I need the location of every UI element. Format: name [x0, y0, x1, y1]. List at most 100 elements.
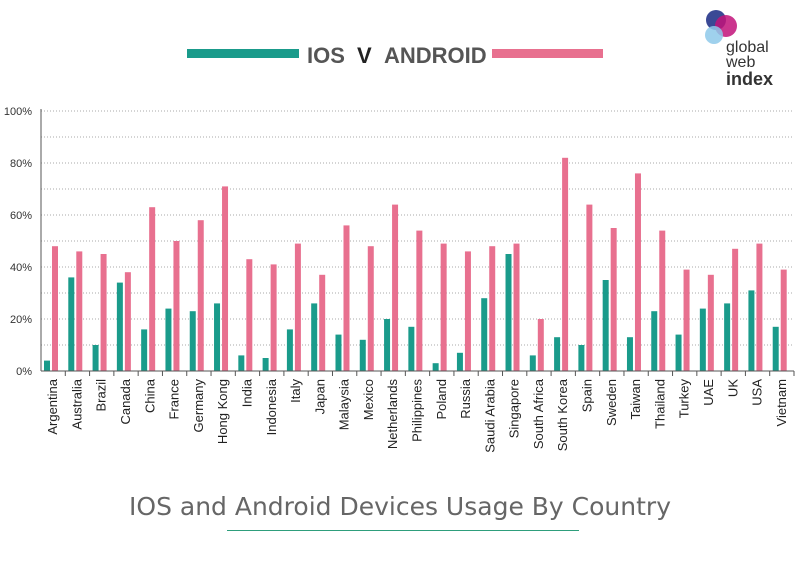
x-category-label: Vietnam: [774, 379, 789, 426]
logo-circles-icon: [705, 10, 737, 44]
x-category-label: Thailand: [652, 379, 667, 429]
y-tick-label: 20%: [10, 314, 32, 326]
bar-ios: [286, 329, 293, 371]
bar-android: [562, 157, 569, 371]
bar-android: [319, 274, 326, 371]
bar-ios: [141, 329, 148, 371]
bar-android: [149, 207, 156, 371]
bar-ios: [505, 254, 512, 371]
bar-ios: [772, 326, 779, 371]
bar-android: [489, 246, 496, 371]
x-category-label: UK: [725, 379, 740, 397]
bar-android: [52, 246, 58, 371]
y-tick-label: 80%: [10, 158, 32, 170]
logo-text-global: global: [726, 39, 769, 56]
legend-ios-label: IOS: [307, 43, 345, 68]
y-tick-label: 100%: [4, 106, 32, 118]
x-category-label: Taiwan: [628, 379, 643, 419]
legend-ios-swatch: [187, 49, 299, 58]
bar-android: [659, 230, 666, 371]
bar-android: [270, 264, 277, 371]
x-category-label: India: [239, 378, 254, 407]
bar-ios: [481, 298, 488, 371]
bar-android: [707, 274, 714, 371]
x-category-label: Philippines: [410, 379, 425, 442]
bar-android: [464, 251, 471, 371]
x-category-label: Poland: [434, 379, 449, 419]
x-axis: Argentina Australia Brazil Canada China Franc…: [41, 370, 795, 453]
x-category-label: Argentina: [45, 378, 60, 434]
bar-android: [343, 225, 350, 371]
x-category-label: Canada: [118, 378, 133, 424]
legend-android-label: ANDROID: [384, 43, 487, 68]
y-axis: 0% 20% 40% 60% 80% 100%: [4, 106, 42, 378]
bar-android: [780, 269, 787, 371]
x-category-label: Singapore: [507, 379, 522, 438]
bar-ios: [602, 280, 609, 371]
x-category-label: Netherlands: [385, 379, 400, 450]
bar-android: [173, 241, 180, 371]
bar-android: [124, 272, 131, 371]
bar-android: [683, 269, 690, 371]
x-category-label: USA: [750, 379, 765, 406]
legend-separator: V: [357, 43, 372, 68]
gridlines: [41, 110, 794, 346]
y-tick-label: 60%: [10, 210, 32, 222]
x-category-label: South Korea: [555, 378, 570, 451]
x-category-label: France: [167, 379, 182, 419]
bar-ios: [699, 308, 706, 371]
bar-android: [586, 204, 593, 371]
y-tick-label: 40%: [10, 262, 32, 274]
bar-android: [440, 243, 447, 371]
bar-ios: [189, 311, 196, 371]
x-category-label: UAE: [701, 379, 716, 406]
logo-text-index: index: [726, 69, 774, 89]
bar-ios: [44, 360, 50, 371]
bar-ios: [529, 355, 536, 371]
logo-text-web: web: [726, 54, 756, 71]
x-category-label: Australia: [69, 378, 84, 429]
x-category-label: Mexico: [361, 379, 376, 420]
bar-ios: [578, 345, 585, 371]
bar-ios: [311, 303, 318, 371]
bar-android: [197, 220, 204, 371]
bar-ios: [116, 282, 123, 371]
bar-android: [537, 319, 544, 371]
bar-ios: [554, 337, 561, 371]
y-tick-label: 0%: [16, 366, 32, 378]
chart-caption: IOS and Android Devices Usage By Country: [129, 492, 671, 521]
x-category-label: Germany: [191, 379, 206, 433]
x-category-label: Italy: [288, 379, 303, 403]
bar-android: [610, 228, 617, 371]
bar-ios: [651, 311, 658, 371]
bar-ios: [359, 339, 366, 371]
bar-android: [416, 230, 423, 371]
bar-ios: [165, 308, 172, 371]
bar-ios: [335, 334, 342, 371]
bar-android: [756, 243, 763, 371]
bar-ios: [456, 352, 463, 371]
bar-ios: [214, 303, 221, 371]
x-category-label: Malaysia: [337, 378, 352, 430]
bar-ios: [748, 290, 755, 371]
bar-android: [634, 173, 641, 371]
logo: global web index: [700, 10, 790, 90]
bar-ios: [626, 337, 633, 371]
bar-ios: [675, 334, 682, 371]
bar-ios: [262, 358, 269, 371]
x-category-label: Spain: [580, 379, 595, 412]
bar-ios: [92, 345, 99, 371]
bar-android: [732, 248, 739, 371]
bar-ios: [68, 277, 75, 371]
x-category-label: Hong Kong: [215, 379, 230, 444]
bar-ios: [724, 303, 731, 371]
x-category-label: Japan: [312, 379, 327, 414]
bar-android: [100, 254, 107, 371]
caption-underline: [227, 530, 579, 531]
bar-android: [367, 246, 374, 371]
x-category-label: Turkey: [677, 379, 692, 419]
x-category-label: China: [142, 378, 157, 413]
bar-android: [294, 243, 301, 371]
x-category-label: South Africa: [531, 378, 546, 449]
legend: IOS V ANDROID: [187, 43, 603, 68]
